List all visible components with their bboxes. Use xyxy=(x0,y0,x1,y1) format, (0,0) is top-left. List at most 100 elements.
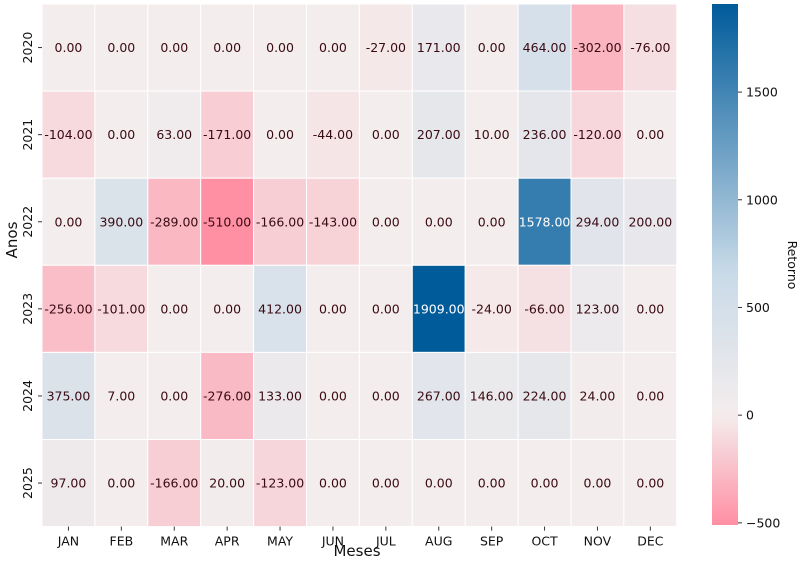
colorbar-tick-label: 1500 xyxy=(746,85,778,100)
cell-value-label: -123.00 xyxy=(256,476,304,491)
heatmap-cell xyxy=(411,3,466,92)
heatmap-cell xyxy=(147,351,202,440)
heatmap-cell xyxy=(358,439,413,528)
heatmap-cell xyxy=(306,439,360,528)
heatmap-cell xyxy=(623,439,678,528)
x-tick-label: APR xyxy=(215,534,240,549)
cell-value-label: 24.00 xyxy=(580,388,616,403)
cell-value-label: -510.00 xyxy=(203,214,251,229)
x-tick-label: DEC xyxy=(637,534,664,549)
heatmap-cell xyxy=(41,264,96,353)
cell-value-label: -120.00 xyxy=(573,127,621,142)
cell-value-label: 0.00 xyxy=(425,214,453,229)
cell-value-label: 0.00 xyxy=(636,388,664,403)
heatmap-cell xyxy=(41,3,96,92)
cell-value-label: -66.00 xyxy=(524,301,564,316)
cell-value-label: 0.00 xyxy=(319,301,347,316)
x-tick-label: JAN xyxy=(57,534,79,549)
cell-value-label: 0.00 xyxy=(372,214,400,229)
cell-value-label: 224.00 xyxy=(523,388,567,403)
cell-value-label: 0.00 xyxy=(55,214,83,229)
heatmap-cell xyxy=(253,351,308,440)
cell-value-label: -302.00 xyxy=(573,40,621,55)
cell-value-label: 0.00 xyxy=(55,40,83,55)
x-tick-label: MAR xyxy=(160,534,188,549)
heatmap-cell xyxy=(517,3,572,92)
cell-value-label: 0.00 xyxy=(478,40,506,55)
heatmap-cell xyxy=(306,351,360,440)
heatmap-cell xyxy=(570,264,625,353)
cell-value-label: 123.00 xyxy=(576,301,620,316)
heatmap-cell xyxy=(200,264,255,353)
heatmap-cell xyxy=(41,177,96,266)
heatmap-cell xyxy=(147,177,202,266)
cell-value-label: -166.00 xyxy=(150,476,198,491)
heatmap-cell xyxy=(200,177,255,266)
cell-value-label: -44.00 xyxy=(313,127,353,142)
cell-value-label: -27.00 xyxy=(366,40,406,55)
colorbar-tick-label: 0 xyxy=(746,408,754,423)
cell-value-label: 0.00 xyxy=(372,301,400,316)
cell-value-label: 0.00 xyxy=(319,476,347,491)
cell-value-label: 0.00 xyxy=(107,127,135,142)
cell-value-label: 0.00 xyxy=(213,40,241,55)
cell-value-label: 0.00 xyxy=(636,127,664,142)
y-tick-label: 2021 xyxy=(20,119,35,151)
x-axis-title: Meses xyxy=(333,542,380,560)
heatmap-cell xyxy=(517,90,572,179)
cell-value-label: 0.00 xyxy=(584,476,612,491)
cell-value-label: 0.00 xyxy=(531,476,559,491)
x-tick-label: JUN xyxy=(321,534,344,549)
cell-value-label: -171.00 xyxy=(203,127,251,142)
cell-value-label: 294.00 xyxy=(576,214,620,229)
heatmap-cell xyxy=(358,351,413,440)
colorbar-gradient xyxy=(712,4,738,525)
y-axis-ticks: 2020 2021 2022 2023 2024 2025 xyxy=(20,32,42,499)
heatmap-cell xyxy=(147,3,202,92)
y-tick-label: 2020 xyxy=(20,32,35,64)
cell-value-label: 375.00 xyxy=(47,388,91,403)
heatmap-cell xyxy=(94,3,149,92)
cell-value-label: 0.00 xyxy=(372,476,400,491)
heatmap-cell xyxy=(94,351,149,440)
cell-value-label: 236.00 xyxy=(523,127,567,142)
heatmap-cell xyxy=(358,90,413,179)
cell-value-label: 1909.00 xyxy=(413,301,465,316)
heatmap-cell xyxy=(147,264,202,353)
heatmap-cell xyxy=(306,90,360,179)
heatmap-cell xyxy=(41,351,96,440)
cell-value-label: 63.00 xyxy=(156,127,192,142)
cell-value-label: 0.00 xyxy=(160,388,188,403)
cell-value-label: 146.00 xyxy=(470,388,514,403)
cell-value-label: 0.00 xyxy=(266,127,294,142)
cell-value-label: -289.00 xyxy=(150,214,198,229)
cell-value-label: 390.00 xyxy=(99,214,143,229)
x-tick-label: NOV xyxy=(584,534,612,549)
heatmap-cell xyxy=(570,351,625,440)
heatmap-cell xyxy=(623,3,678,92)
cell-value-label: -166.00 xyxy=(256,214,304,229)
heatmap-cell xyxy=(411,439,466,528)
cell-value-label: 0.00 xyxy=(213,301,241,316)
heatmap-cell xyxy=(200,90,255,179)
x-tick-label: AUG xyxy=(425,534,452,549)
cell-value-label: 0.00 xyxy=(160,40,188,55)
cell-value-label: 0.00 xyxy=(107,40,135,55)
cell-value-label: -101.00 xyxy=(97,301,145,316)
heatmap-cell xyxy=(200,439,255,528)
cell-value-label: 133.00 xyxy=(258,388,302,403)
cell-value-label: -256.00 xyxy=(44,301,92,316)
y-tick-label: 2025 xyxy=(20,467,35,499)
cell-value-label: 200.00 xyxy=(628,214,672,229)
cell-value-label: 0.00 xyxy=(319,40,347,55)
cell-value-label: -24.00 xyxy=(472,301,512,316)
cell-value-label: -76.00 xyxy=(630,40,670,55)
heatmap-cell xyxy=(358,177,413,266)
x-tick-label: JUL xyxy=(375,534,396,549)
cell-value-label: 1578.00 xyxy=(519,214,571,229)
x-axis-ticks: JAN FEB MAR APR MAY JUN JUL AUG SEP OCT NOV DEC xyxy=(57,526,664,549)
cell-value-label: 171.00 xyxy=(417,40,461,55)
cell-value-label: 10.00 xyxy=(474,127,510,142)
cell-value-label: 0.00 xyxy=(636,301,664,316)
